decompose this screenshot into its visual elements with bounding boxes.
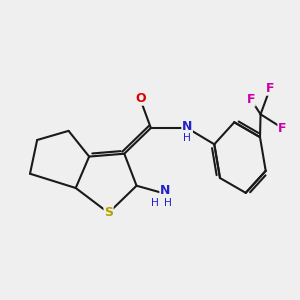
Text: N: N [160,184,170,197]
Text: N: N [182,120,192,133]
Text: S: S [104,206,113,219]
Text: H: H [164,198,172,208]
Text: F: F [266,82,274,95]
Text: H: H [183,133,191,143]
Text: O: O [135,92,146,105]
Text: F: F [278,122,286,134]
Text: H: H [151,198,159,208]
Text: F: F [247,93,255,106]
